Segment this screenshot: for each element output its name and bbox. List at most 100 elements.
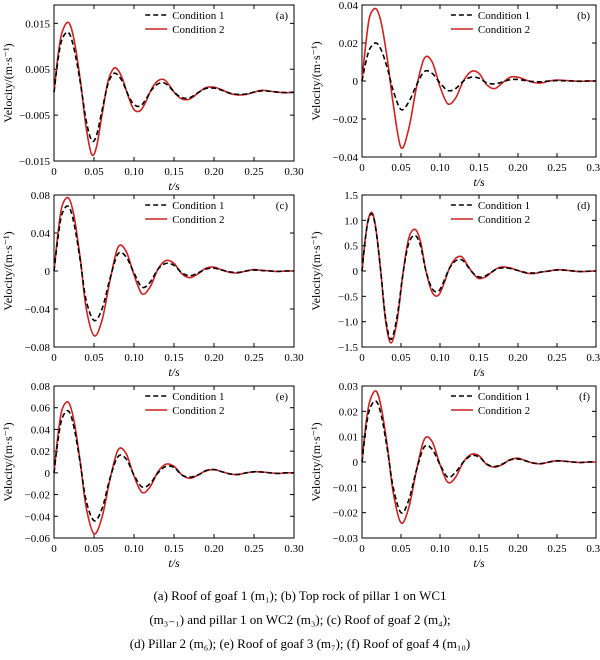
panel-f: 0 0.05 0.10 0.15 0.20 0.25 0.30 −0.03 −0.02 −0.01… (309, 381, 600, 570)
x-tick-label: 0.10 (124, 166, 144, 178)
y-tick-label: 0.005 (25, 64, 50, 76)
x-tick-label: 0.15 (164, 543, 184, 555)
y-axis-title: Velocity/(m·s⁻¹) (309, 422, 323, 501)
legend-label: Condition 2 (478, 214, 530, 226)
x-tick-label: 0.30 (586, 162, 600, 174)
x-tick-label: 0.10 (430, 352, 450, 364)
x-tick-label: 0.20 (508, 352, 528, 364)
legend-label: Condition 2 (478, 24, 530, 36)
series-condition-1-line (361, 213, 597, 341)
y-axis-title: Velocity/(m·s⁻¹) (309, 231, 323, 310)
x-tick-label: 0.20 (508, 543, 528, 555)
x-tick-label: 0.25 (244, 352, 264, 364)
y-tick-label: 1.5 (344, 190, 358, 202)
y-tick-label: −0.04 (25, 511, 51, 523)
y-tick-label: 0.02 (339, 406, 358, 418)
y-tick-label: −0.015 (19, 156, 50, 168)
series-condition-1-line (361, 400, 597, 514)
y-tick-label: 0.01 (339, 432, 358, 444)
y-tick-label: −1.0 (338, 317, 358, 329)
panel-e: 0 0.05 0.10 0.15 0.20 0.25 0.30 −0.06 −0.04 −0.02… (1, 381, 304, 570)
x-tick-label: 0.20 (204, 352, 224, 364)
y-tick-label: 0 (353, 76, 359, 88)
y-tick-label: −0.04 (25, 304, 51, 316)
x-tick-label: 0.30 (284, 543, 304, 555)
x-axis-title: t/s (168, 365, 180, 379)
legend-label: Condition 1 (172, 200, 224, 212)
x-tick-label: 0.15 (164, 166, 184, 178)
x-tick-label: 0 (359, 543, 365, 555)
y-tick-label: 0 (45, 468, 51, 480)
legend-label: Condition 1 (172, 10, 224, 22)
panel-tag: (d) (577, 200, 590, 212)
legend-label: Condition 1 (478, 10, 530, 22)
x-tick-label: 0 (359, 352, 365, 364)
x-tick-label: 0.10 (124, 352, 144, 364)
legend-label: Condition 2 (172, 405, 224, 417)
x-tick-label: 0.20 (204, 166, 224, 178)
legend-label: Condition 1 (172, 391, 224, 403)
x-tick-label: 0.15 (469, 352, 489, 364)
y-tick-label: 0.03 (339, 381, 359, 393)
x-tick-label: 0.20 (204, 543, 224, 555)
y-tick-label: 1.0 (344, 215, 358, 227)
y-tick-label: −0.02 (333, 508, 358, 520)
y-tick-label: −0.06 (25, 533, 51, 545)
series-condition-1-line (361, 42, 597, 111)
y-axis-title: Velocity/(m·s⁻¹) (1, 43, 15, 122)
x-tick-label: 0.15 (469, 543, 489, 555)
caption-line-2: (m₃₋₁) and pillar 1 on WC2 (m₃); (c) Roo… (149, 612, 451, 627)
legend-label: Condition 2 (172, 214, 224, 226)
x-tick-label: 0.25 (547, 162, 567, 174)
x-tick-label: 0.05 (391, 352, 411, 364)
x-tick-label: 0.05 (391, 162, 411, 174)
series-condition-1-line (53, 205, 295, 322)
legend-label: Condition 1 (478, 391, 530, 403)
y-tick-label: 0.015 (25, 18, 50, 30)
y-tick-label: −0.04 (333, 152, 359, 164)
panel-a: 0 0.05 0.10 0.15 0.20 0.25 0.30 −0.015 −0.005 0.0… (1, 4, 304, 193)
y-tick-label: 0 (353, 266, 359, 278)
x-tick-label: 0.05 (84, 543, 104, 555)
panel-tag: (a) (276, 10, 289, 22)
y-tick-label: 0 (353, 457, 359, 469)
x-axis-title: t/s (473, 175, 485, 189)
x-tick-label: 0.05 (84, 166, 104, 178)
y-tick-label: −0.02 (333, 114, 358, 126)
y-tick-label: −0.08 (25, 342, 51, 354)
x-tick-label: 0.30 (586, 543, 600, 555)
y-tick-label: 0.06 (31, 403, 51, 415)
x-tick-label: 0.25 (244, 166, 264, 178)
figure-grid: 0 0.05 0.10 0.15 0.20 0.25 0.30 −0.015 −0.005 0.0… (1, 0, 600, 570)
x-axis-title: t/s (473, 556, 485, 570)
panel-c: 0 0.05 0.10 0.15 0.20 0.25 0.30 −0.08 −0.04 0 0.04… (1, 190, 304, 379)
x-tick-label: 0.10 (430, 162, 450, 174)
y-tick-label: −0.03 (333, 533, 359, 545)
y-tick-label: −0.005 (19, 110, 50, 122)
legend-label: Condition 2 (478, 405, 530, 417)
x-tick-label: 0.10 (430, 543, 450, 555)
x-tick-label: 0.15 (469, 162, 489, 174)
x-tick-label: 0.30 (586, 352, 600, 364)
y-tick-label: 0.04 (31, 424, 51, 436)
caption-line-3: (d) Pillar 2 (m₆); (e) Roof of goaf 3 (m… (129, 636, 471, 651)
y-tick-label: 0.08 (31, 381, 51, 393)
y-tick-label: −0.01 (333, 482, 358, 494)
y-tick-label: 0.04 (31, 228, 51, 240)
y-tick-label: 0.04 (339, 0, 359, 12)
series-condition-1-line (53, 409, 295, 522)
x-tick-label: 0 (51, 543, 57, 555)
x-tick-label: 0.25 (547, 352, 567, 364)
caption-line-1: (a) Roof of goaf 1 (m₁); (b) Top rock of… (153, 588, 447, 603)
x-axis-title: t/s (473, 365, 485, 379)
panel-tag: (c) (276, 200, 289, 212)
y-tick-label: −0.5 (338, 291, 358, 303)
legend-label: Condition 1 (478, 200, 530, 212)
panel-tag: (f) (579, 391, 590, 403)
x-tick-label: 0.05 (84, 352, 104, 364)
x-tick-label: 0 (51, 352, 57, 364)
x-tick-label: 0 (359, 162, 365, 174)
panel-tag: (e) (276, 391, 289, 403)
x-tick-label: 0.05 (391, 543, 411, 555)
y-axis-title: Velocity/(m·s⁻¹) (1, 422, 15, 501)
